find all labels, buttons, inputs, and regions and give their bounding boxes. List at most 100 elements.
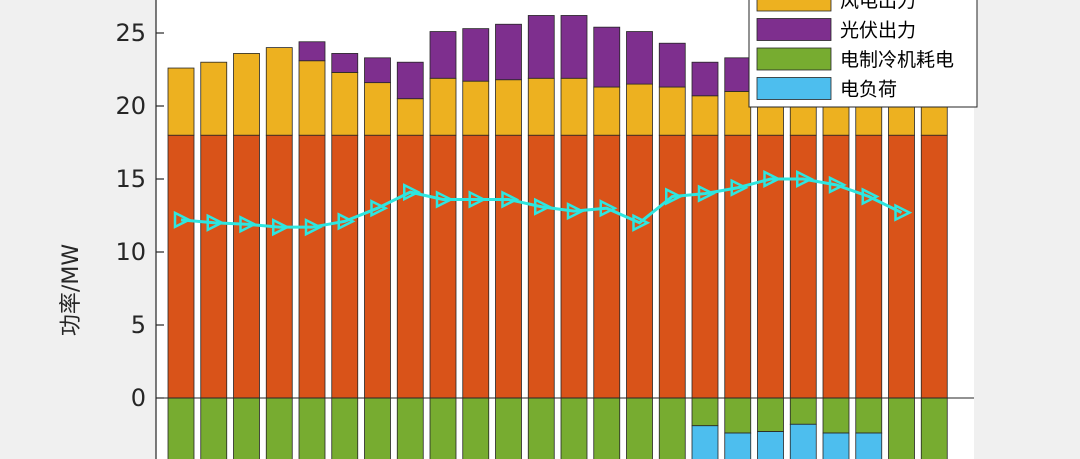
- bar-segment-s3-c13: [560, 397, 588, 459]
- line-marker-10: [468, 190, 487, 209]
- bar-segment-s1-c2: [200, 61, 228, 136]
- legend-swatch-1: [756, 0, 832, 12]
- bar-segment-s0-c6: [331, 134, 359, 399]
- bar-segment-s0-c1: [167, 134, 195, 399]
- bar-segment-s1-c13: [560, 77, 588, 136]
- bar-segment-s2-c8: [396, 61, 424, 100]
- bar-segment-s0-c16: [658, 134, 686, 399]
- line-marker-22: [861, 187, 880, 206]
- line-marker-6: [337, 212, 356, 231]
- line-marker-13: [566, 202, 585, 221]
- bar-segment-s4-c19: [757, 431, 784, 459]
- bar-segment-s2-c6: [331, 53, 359, 73]
- y-tick-label-20: 20: [115, 92, 146, 120]
- bar-segment-s2-c7: [364, 57, 391, 84]
- line-marker-15: [632, 213, 651, 232]
- bar-segment-s3-c18: [724, 397, 752, 434]
- line-marker-4: [272, 218, 291, 237]
- bar-segment-s0-c18: [724, 134, 752, 399]
- bar-segment-s3-c20: [789, 397, 817, 425]
- line-marker-8: [403, 183, 422, 202]
- bar-segment-s1-c3: [233, 53, 260, 136]
- bar-segment-s1-c17: [691, 95, 719, 136]
- legend-label-4: 电负荷: [840, 79, 897, 101]
- bar-segment-s0-c5: [298, 134, 326, 399]
- bar-segment-s3-c2: [200, 397, 228, 459]
- bar-segment-s1-c12: [527, 77, 555, 136]
- line-marker-9: [435, 190, 454, 209]
- bar-segment-s2-c17: [691, 61, 719, 97]
- bar-segment-s0-c2: [200, 134, 228, 399]
- bar-segment-s3-c22: [855, 397, 883, 434]
- bar-segment-s0-c7: [364, 134, 391, 399]
- bar-segment-s1-c11: [495, 79, 522, 136]
- bar-segment-s4-c22: [855, 432, 883, 459]
- bar-segment-s3-c9: [429, 397, 457, 459]
- bar-segment-s3-c15: [626, 397, 653, 459]
- bar-segment-s2-c16: [658, 42, 686, 88]
- bar-segment-s2-c18: [724, 57, 752, 92]
- y-tick-label-25: 25: [115, 19, 146, 47]
- bar-segment-s1-c7: [364, 82, 391, 136]
- bar-segment-s2-c11: [495, 23, 522, 81]
- bar-segment-s3-c17: [691, 397, 719, 427]
- y-axis-ticks: 0 5 10 15 20 25: [115, 19, 164, 412]
- line-marker-21: [828, 175, 847, 194]
- bar-segment-s1-c10: [462, 80, 490, 136]
- bar-segment-s1-c15: [626, 83, 653, 136]
- bar-segment-s0-c14: [593, 134, 621, 399]
- y-axis-label: 功率/MW: [59, 244, 84, 336]
- bar-stacks: [167, 15, 948, 459]
- bar-segment-s4-c17: [691, 425, 719, 459]
- bar-segment-s0-c11: [495, 134, 522, 399]
- y-tick-label-0: 0: [131, 384, 146, 412]
- bar-segment-s3-c14: [593, 397, 621, 459]
- bar-segment-s1-c6: [331, 72, 359, 136]
- line-path: [180, 177, 903, 229]
- bar-segment-s1-c14: [593, 86, 621, 136]
- legend-swatch-4: [756, 77, 832, 100]
- bar-segment-s3-c8: [396, 397, 424, 459]
- bar-segment-s3-c21: [822, 397, 850, 434]
- line-marker-11: [501, 190, 520, 209]
- bar-segment-s3-c5: [298, 397, 326, 459]
- bar-segment-s4-c18: [724, 432, 752, 459]
- bar-segment-s3-c12: [527, 397, 555, 459]
- bar-segment-s1-c1: [167, 67, 195, 136]
- line-series: [173, 169, 913, 237]
- bar-segment-s0-c13: [560, 134, 588, 399]
- line-marker-1: [173, 210, 192, 229]
- line-marker-20: [796, 169, 815, 189]
- bar-segment-s2-c12: [527, 15, 555, 79]
- bar-segment-s0-c21: [822, 134, 850, 399]
- line-marker-5: [304, 218, 323, 237]
- bar-segment-s1-c5: [298, 60, 326, 136]
- line-marker-2: [206, 213, 225, 232]
- line-marker-16: [665, 187, 684, 206]
- bar-segment-s0-c4: [265, 134, 293, 399]
- bar-segment-s0-c23: [888, 134, 915, 399]
- bar-segment-s3-c11: [495, 397, 522, 459]
- bar-segment-s3-c19: [757, 397, 784, 432]
- bar-segment-s1-c18: [724, 91, 752, 136]
- bar-segment-s0-c9: [429, 134, 457, 399]
- line-marker-17: [697, 184, 716, 203]
- bar-segment-s4-c20: [789, 423, 817, 459]
- y-tick-label-10: 10: [115, 238, 146, 266]
- bar-segment-s3-c1: [167, 397, 195, 459]
- bar-segment-s0-c10: [462, 134, 490, 399]
- bar-segment-s2-c9: [429, 31, 457, 79]
- bar-segment-s3-c10: [462, 397, 490, 459]
- bar-segment-s2-c5: [298, 41, 326, 62]
- bar-segment-s0-c22: [855, 134, 883, 399]
- legend-label-1: 风电出力: [840, 0, 916, 12]
- bar-segment-s1-c4: [265, 47, 293, 136]
- bar-segment-s0-c15: [626, 134, 653, 399]
- bar-segment-s1-c8: [396, 98, 424, 136]
- bar-segment-s1-c9: [429, 77, 457, 136]
- bar-segment-s1-c16: [658, 86, 686, 136]
- bar-segment-s2-c15: [626, 31, 653, 85]
- bar-segment-s3-c7: [364, 397, 391, 459]
- legend-label-2: 光伏出力: [840, 20, 916, 42]
- line-marker-14: [599, 199, 618, 218]
